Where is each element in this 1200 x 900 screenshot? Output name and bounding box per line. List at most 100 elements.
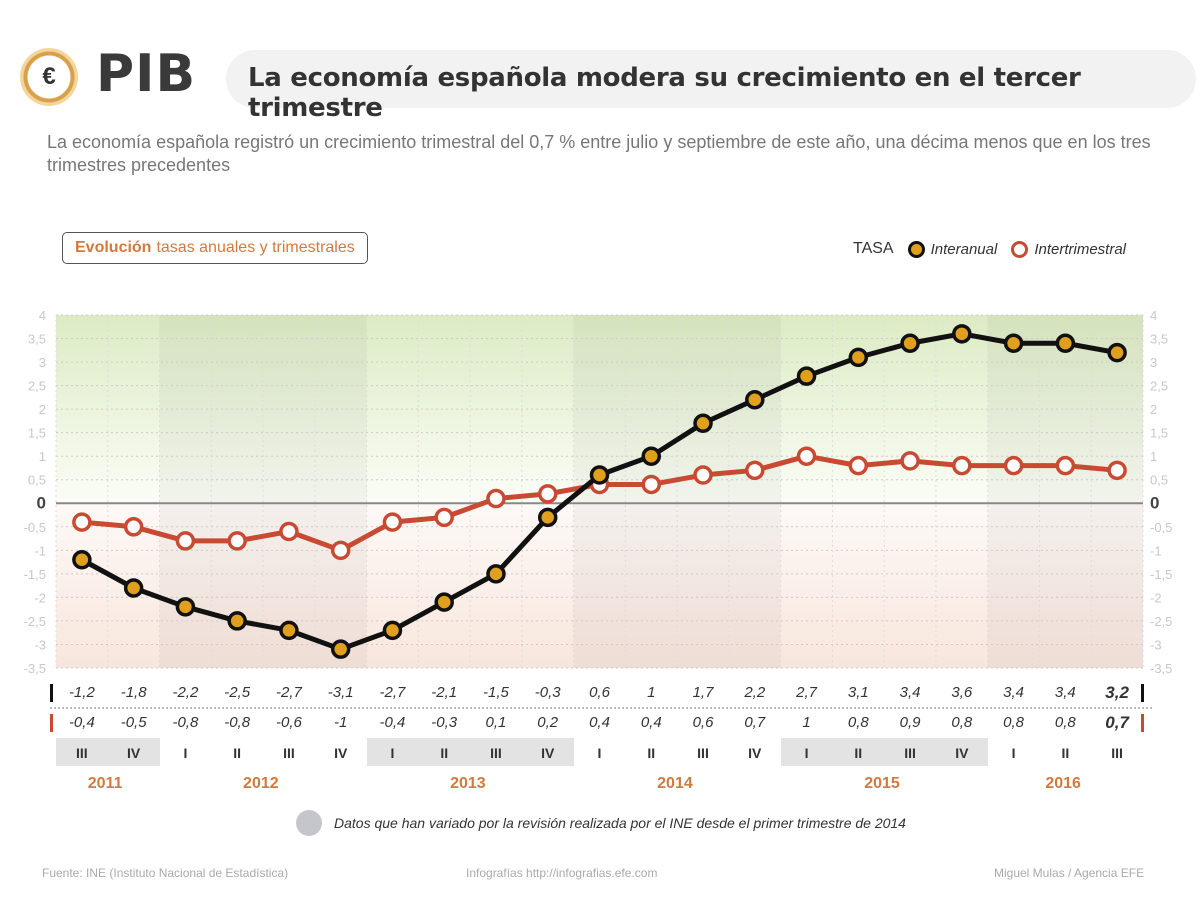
quarter-label: IV	[127, 745, 141, 761]
row-quarters: III IV I II III IV I II III IV I II III IV I II III IV I II…	[45, 740, 1155, 766]
table-cell-interanual: -0,3	[534, 684, 561, 701]
table-cell-intertrimestral: 0,7	[744, 714, 766, 731]
row-marker-left	[50, 714, 53, 732]
table-cell-intertrimestral: 0,8	[951, 714, 973, 731]
table-cell-intertrimestral: 0,6	[692, 714, 714, 731]
table-cell-intertrimestral: 0,4	[627, 709, 675, 737]
data-point-intertrimestral	[900, 451, 920, 471]
year-label: 2011	[87, 775, 123, 792]
y-tick-label-right: 0	[1150, 493, 1159, 512]
legend-prefix: TASA	[852, 240, 894, 257]
data-point-intertrimestral	[796, 446, 817, 466]
euro-symbol: €	[42, 63, 56, 90]
y-tick-label-right: -0,5	[1150, 520, 1172, 535]
data-point-interanual	[382, 620, 403, 641]
data-point-intertrimestral	[72, 512, 92, 532]
footer-author: Miguel Mulas / Agencia EFE	[994, 866, 1145, 880]
quarter-label: III	[283, 745, 295, 761]
y-tick-label-right: -3,5	[1150, 661, 1172, 676]
y-tick-label-left: -3,5	[24, 661, 46, 676]
logo-text: PIB	[96, 44, 197, 104]
year-labels: 2011 2012 2013 2014 2015 2016	[0, 775, 1200, 799]
year-label: 2014	[657, 775, 693, 792]
quarter-label: II	[854, 745, 863, 761]
table-cell-interanual: 3,1	[847, 684, 869, 701]
table-cell-interanual: 3,4	[899, 684, 921, 701]
y-tick-label-left: 3	[39, 355, 46, 370]
data-point-intertrimestral	[330, 540, 351, 561]
y-tick-label-left: 0	[37, 493, 46, 512]
table-cell-intertrimestral: 0,9	[886, 709, 934, 737]
y-tick-label-left: -3	[34, 637, 46, 652]
section-label: Evolución tasas anuales y trimestrales	[62, 232, 368, 264]
y-tick-label-left: 1,5	[28, 426, 46, 441]
table-cell-intertrimestral: -0,5	[120, 714, 147, 731]
y-tick-label-right: -1	[1150, 543, 1162, 558]
table-cell-interanual: -1,8	[120, 684, 147, 701]
data-point-intertrimestral	[279, 521, 299, 542]
table-separator	[50, 707, 1152, 709]
table-cell-interanual: 3,2	[1093, 679, 1141, 707]
table-cell-interanual: 1,7	[692, 684, 714, 701]
table-cell-intertrimestral: -0,4	[379, 714, 406, 731]
table-cell-interanual: -3,1	[327, 684, 354, 701]
table-cell-intertrimestral: -0,8	[224, 714, 251, 731]
data-point-intertrimestral	[1107, 460, 1127, 481]
y-tick-label-right: 4	[1150, 308, 1157, 323]
quarter-label: II	[233, 745, 242, 761]
table-cell-interanual: -2,1	[431, 684, 458, 701]
table-cell-intertrimestral: -0,4	[68, 714, 95, 731]
quarter-label: IV	[541, 745, 555, 761]
year-label: 2013	[450, 775, 486, 792]
y-tick-label-left: -2	[34, 590, 46, 605]
quarter-label: II	[647, 745, 656, 761]
table-cell-intertrimestral: 0,8	[1041, 709, 1089, 737]
y-tick-label-right: 0,5	[1150, 473, 1168, 488]
table-cell-intertrimestral: -0,6	[275, 714, 302, 731]
y-tick-label-right: 3,5	[1150, 332, 1168, 347]
table-cell-intertrimestral: 0,7	[1093, 709, 1141, 737]
table-cell-interanual: 3,4	[990, 679, 1038, 707]
series-interanual	[72, 324, 1127, 659]
y-tick-label-left: 0,5	[28, 473, 46, 488]
data-point-interanual	[537, 507, 558, 528]
data-point-interanual	[1107, 342, 1127, 363]
data-point-interanual	[486, 564, 506, 584]
negative-zone	[56, 503, 1143, 668]
legend: TASA Interanual Intertrimestral	[853, 240, 1140, 258]
footer-web[interactable]: Infografías http://infografias.efe.com	[466, 866, 658, 880]
y-tick-label-right: 1	[1150, 449, 1157, 464]
y-tick-label-right: -2	[1150, 590, 1162, 605]
data-point-interanual	[72, 549, 92, 570]
revision-note: Datos que han variado por la revisión re…	[296, 810, 906, 836]
data-point-interanual	[227, 611, 247, 631]
section-label-bold: Evolución	[75, 239, 152, 256]
data-point-interanual	[123, 578, 144, 598]
data-point-interanual	[175, 597, 196, 617]
section-label-rest: tasas anuales y trimestrales	[156, 239, 355, 256]
table-cell-intertrimestral: -0,3	[431, 714, 458, 731]
subtitle: La economía española registró un crecimi…	[47, 132, 1151, 175]
table-cell-interanual: -2,7	[275, 684, 302, 701]
table-cell-intertrimestral: 0,2	[537, 714, 559, 731]
year-label: 2012	[243, 775, 279, 792]
table-cell-interanual: -2,2	[172, 684, 199, 701]
data-point-intertrimestral	[848, 455, 869, 476]
quarter-label: I	[804, 745, 809, 761]
y-tick-label-right: 2,5	[1150, 379, 1168, 394]
table-cell-intertrimestral: 0,8	[990, 709, 1038, 737]
data-point-intertrimestral	[952, 455, 972, 476]
y-tick-label-left: 1	[39, 449, 46, 464]
quarter-label: III	[490, 745, 502, 761]
table-cell-intertrimestral: 1	[783, 709, 831, 737]
footer-source: Fuente: INE (Instituto Nacional de Estad…	[42, 866, 289, 880]
y-tick-label-right: -1,5	[1150, 567, 1172, 582]
series	[72, 324, 1127, 659]
table-cell-intertrimestral: 0,4	[589, 714, 610, 731]
legend-interanual-label: Interanual	[930, 240, 998, 258]
table-cell-intertrimestral: 0,8	[834, 709, 882, 737]
data-point-interanual	[330, 639, 351, 659]
data-point-intertrimestral	[537, 484, 558, 504]
table-cell-interanual: -2,7	[379, 684, 406, 701]
year-label: 2016	[1045, 775, 1081, 792]
